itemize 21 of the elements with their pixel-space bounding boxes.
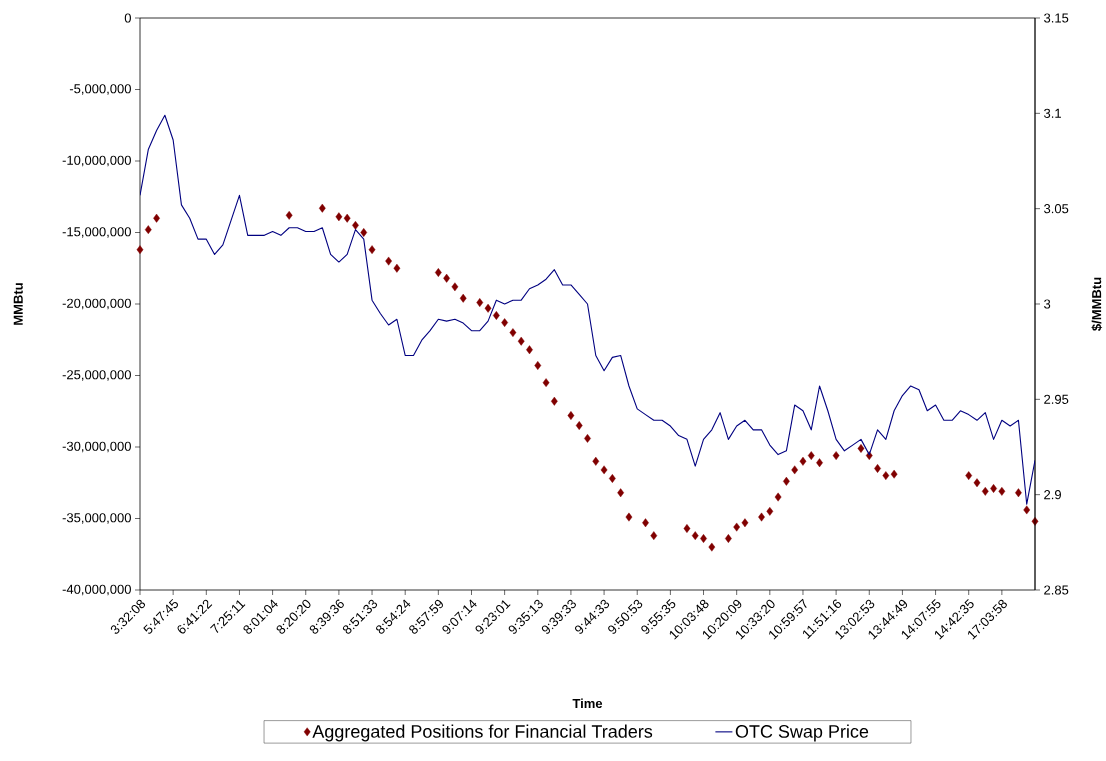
x-axis-title: Time: [572, 698, 603, 709]
y2-tick-label: 2.9: [1044, 490, 1061, 500]
y2-tick-label: 3.1: [1044, 108, 1061, 118]
y-tick-label: -5,000,000: [69, 84, 131, 95]
y-tick-label: -20,000,000: [62, 298, 131, 310]
legend-label: Aggregated Positions for Financial Traders: [312, 724, 653, 742]
y-axis-title: MMBtu: [13, 283, 23, 325]
y2-tick-label: 3.05: [1044, 204, 1069, 214]
y-tick-label: -35,000,000: [62, 513, 131, 524]
y2-tick-label: 3: [1044, 299, 1051, 309]
y2-tick-label: 3.15: [1044, 13, 1069, 23]
y2-tick-label: 2.85: [1044, 585, 1069, 595]
y-tick-label: -40,000,000: [62, 584, 131, 596]
y-tick-label: -30,000,000: [62, 441, 131, 453]
y2-tick-label: 2.95: [1044, 394, 1069, 404]
y-tick-label: -25,000,000: [62, 370, 131, 381]
y-tick-label: -15,000,000: [62, 227, 131, 238]
y-tick-label: 0: [124, 13, 131, 23]
legend-label: OTC Swap Price: [735, 724, 869, 742]
y-tick-label: -10,000,000: [62, 155, 131, 167]
y2-axis-title: $/MMBtu: [1091, 277, 1103, 331]
